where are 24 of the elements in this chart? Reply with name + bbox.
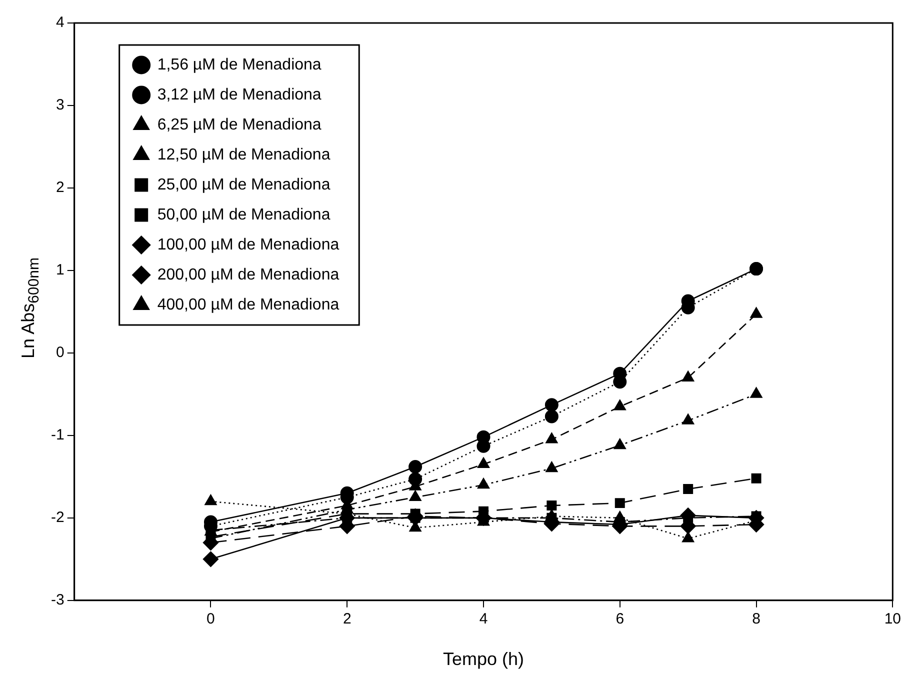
legend-label: 25,00 µM de Menadiona [157,176,330,194]
x-axis-title: Tempo (h) [442,649,524,670]
legend-label: 200,00 µM de Menadiona [157,266,340,284]
legend-label: 50,00 µM de Menadiona [157,206,330,224]
x-tick-label: 2 [342,610,352,628]
legend-label: 12,50 µM de Menadiona [157,146,330,164]
x-tick-label: 8 [752,610,760,628]
legend-label: 3,12 µM de Menadiona [157,86,322,104]
x-tick-label: 4 [479,610,488,628]
y-tick-label: -1 [50,426,64,444]
y-tick-label: 2 [56,179,64,196]
y-tick-label: -3 [50,592,64,609]
legend-label: 1,56 µM de Menadiona [157,56,322,74]
y-tick-label: -2 [50,509,64,526]
legend-label: 400,00 µM de Menadiona [157,296,340,314]
y-tick-label: 1 [56,262,64,279]
y-tick-label: 3 [56,96,64,114]
x-tick-label: 0 [206,610,215,628]
legend-label: 100,00 µM de Menadiona [157,236,340,254]
legend-label: 6,25 µM de Menadiona [157,116,322,134]
x-tick-label: 10 [884,610,901,628]
x-tick-label: 6 [616,610,624,628]
y-tick-label: 0 [56,344,64,362]
y-tick-label: 4 [56,14,64,32]
